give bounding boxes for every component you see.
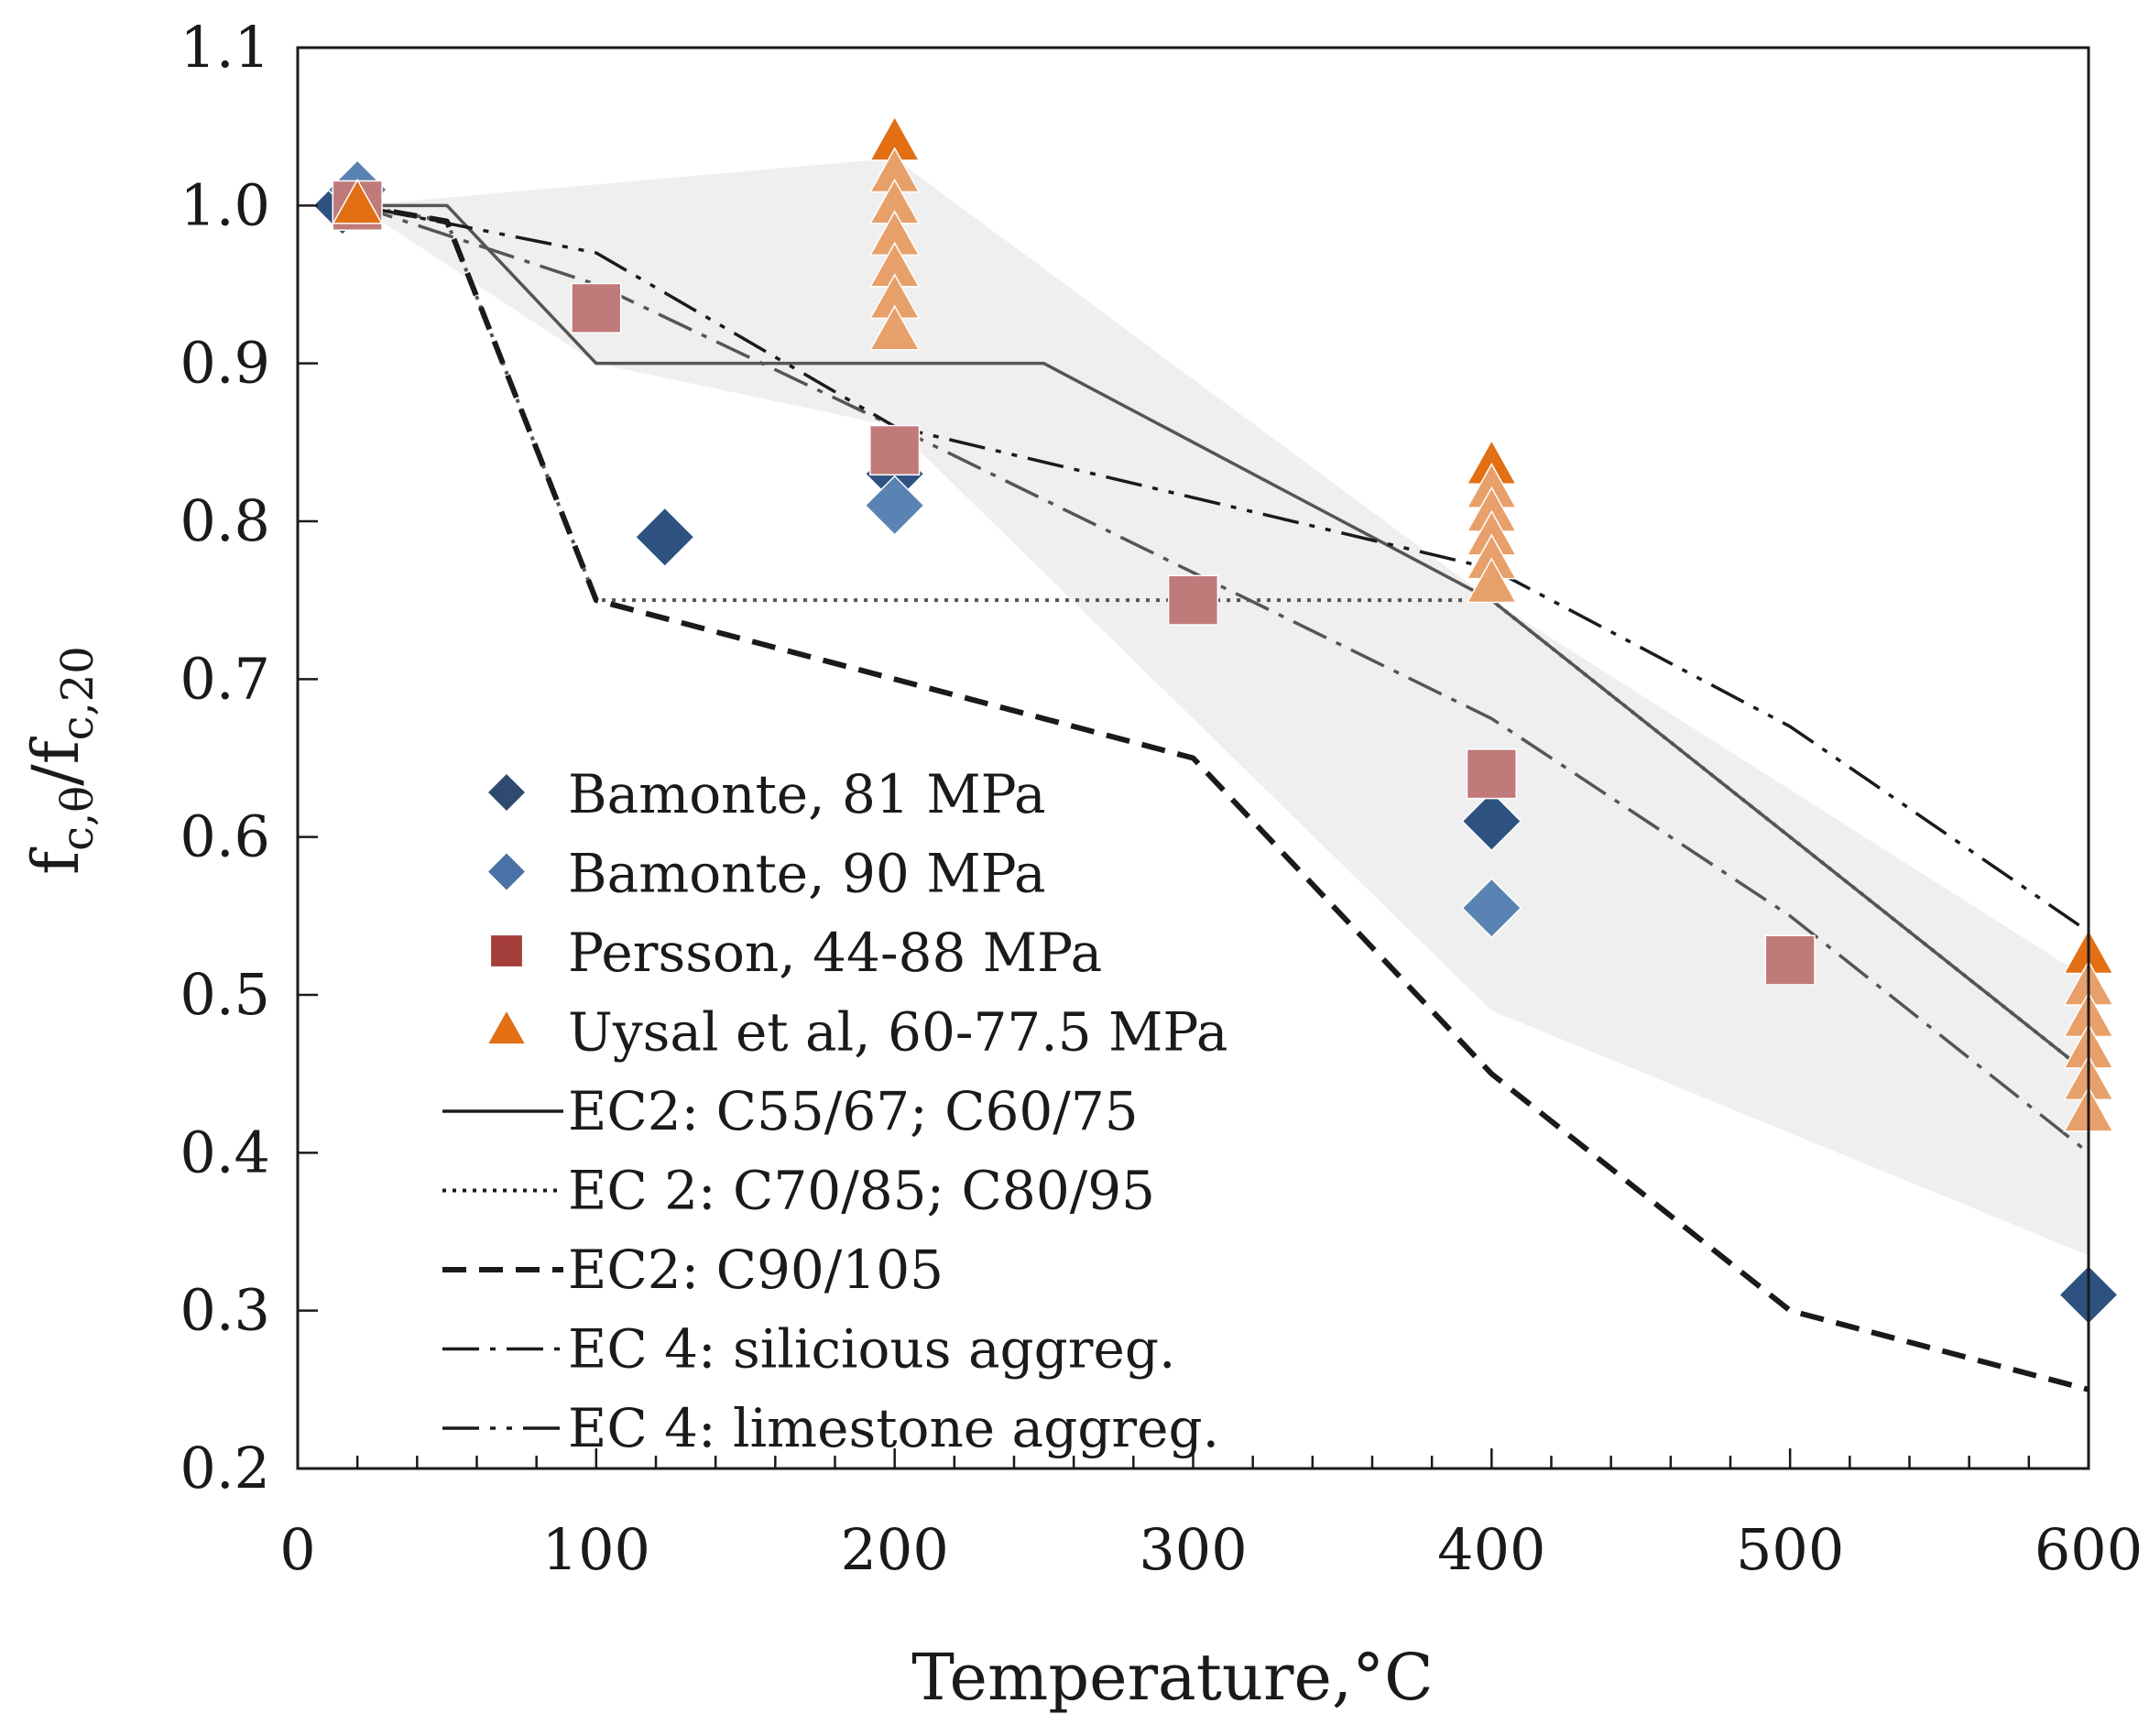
y-tick-label: 1.1 <box>180 14 270 81</box>
y-tick-label: 1.0 <box>180 171 270 238</box>
reference-lines <box>356 202 2090 1392</box>
x-axis-title: Temperature,°C <box>911 1640 1433 1715</box>
legend: Bamonte, 81 MPa Bamonte, 90 MPa Persson, 4… <box>442 763 1227 1459</box>
y-axis-title-sub2: c,20 <box>52 646 104 740</box>
series-2-point <box>1461 878 1522 939</box>
x-tick-label: 600 <box>2034 1516 2143 1583</box>
series-3-point <box>1466 748 1517 800</box>
y-tick-label: 0.4 <box>180 1119 270 1185</box>
x-tick-label: 200 <box>840 1516 948 1583</box>
line-series-5 <box>356 203 2089 934</box>
series-3-point <box>1167 574 1219 626</box>
series-2-point <box>864 475 925 536</box>
y-axis-title-sep: /f <box>18 736 93 786</box>
line-series-3 <box>356 202 2089 1392</box>
y-axis-title: fc,θ/fc,20 <box>18 646 104 875</box>
y-tick-label: 0.6 <box>180 803 270 870</box>
series-3-point <box>571 282 622 333</box>
legend-label: EC 4: limestone aggreg. <box>568 1397 1219 1459</box>
x-tick-label: 0 <box>279 1516 315 1583</box>
range-band <box>357 158 2089 1256</box>
series-4-point <box>868 304 921 351</box>
legend-label: EC2: C55/67; C60/75 <box>568 1080 1139 1142</box>
legend-marker-1 <box>485 771 528 813</box>
legend-label: Bamonte, 90 MPa <box>568 843 1046 905</box>
legend-marker-4 <box>485 1008 528 1045</box>
y-tick-label: 0.7 <box>180 645 270 712</box>
series-1-point <box>1461 791 1522 852</box>
x-tick-label: 300 <box>1139 1516 1247 1583</box>
shaded-range-band <box>357 158 2089 1256</box>
y-axis-title-main: f <box>18 846 93 875</box>
y-axis-title-sub1: c,θ <box>52 786 104 851</box>
series-4-point <box>332 178 384 224</box>
legend-marker-3 <box>489 934 524 968</box>
series-4-point <box>1466 557 1518 604</box>
y-tick-label: 0.3 <box>180 1277 270 1344</box>
legend-label: EC2: C90/105 <box>568 1239 944 1301</box>
x-tick-label: 100 <box>542 1516 650 1583</box>
legend-label: EC 2: C70/85; C80/95 <box>568 1160 1155 1222</box>
data-points <box>311 115 2120 1326</box>
legend-label: Bamonte, 81 MPa <box>568 763 1046 825</box>
x-tick-label: 500 <box>1736 1516 1844 1583</box>
y-tick-label: 0.9 <box>180 330 270 397</box>
axes: 0 100 200 300 400 500 600 0.2 0.3 0.4 0.5 0.6 0.7 0.8… <box>180 14 2143 1583</box>
x-tick-label: 400 <box>1437 1516 1545 1583</box>
y-tick-label: 0.8 <box>180 487 270 554</box>
legend-label: EC 4: silicious aggreg. <box>568 1318 1175 1381</box>
line-series-4 <box>356 203 2090 1154</box>
legend-marker-2 <box>485 851 528 892</box>
series-3-point <box>1764 934 1816 986</box>
legend-label: Uysal et al, 60-77.5 MPa <box>568 1001 1227 1064</box>
y-tick-label: 0.2 <box>180 1435 270 1501</box>
series-1-point <box>634 507 695 568</box>
y-tick-label: 0.5 <box>180 961 270 1028</box>
legend-label: Persson, 44-88 MPa <box>568 922 1102 984</box>
series-3-point <box>869 424 921 476</box>
